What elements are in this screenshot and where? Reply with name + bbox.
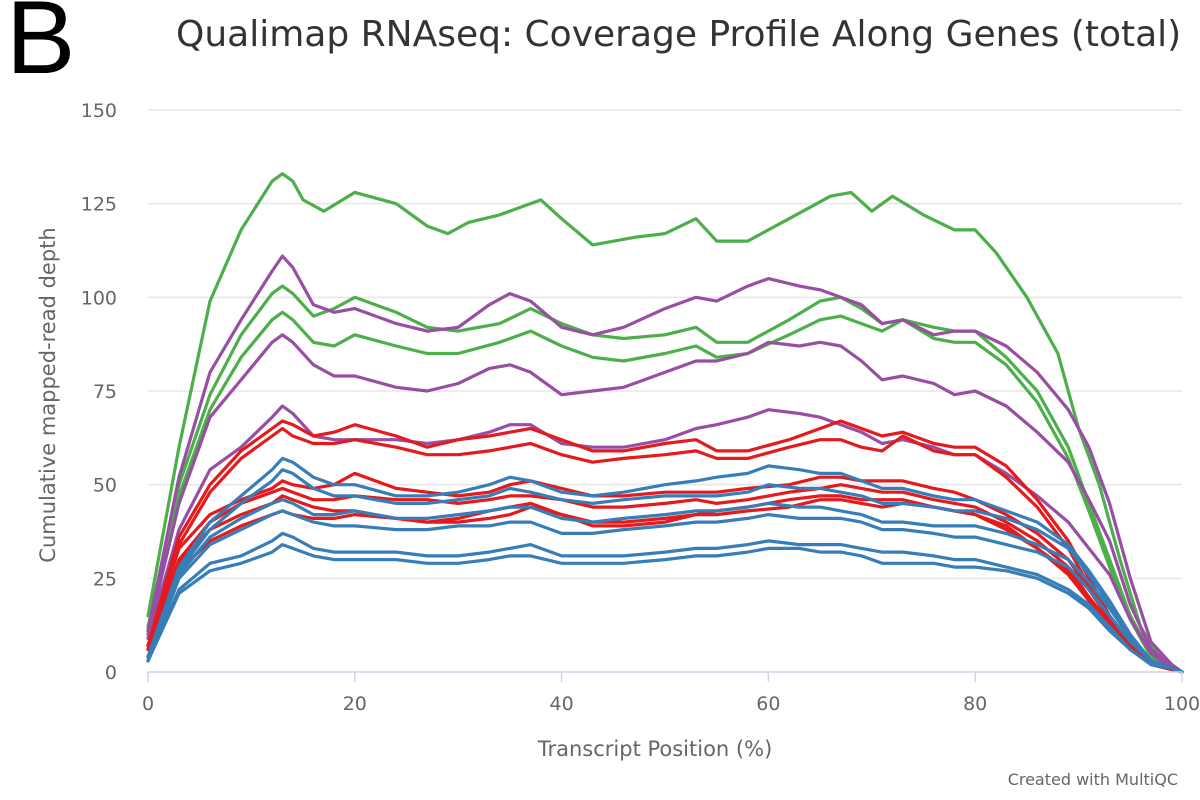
series-lines bbox=[146, 172, 1184, 674]
x-tick-label: 80 bbox=[963, 693, 987, 715]
series-line-2[interactable] bbox=[146, 284, 1184, 674]
y-tick-label: 100 bbox=[81, 287, 117, 309]
x-tick-label: 0 bbox=[142, 693, 154, 715]
y-tick-label: 75 bbox=[93, 381, 117, 403]
y-tick-label: 125 bbox=[81, 194, 117, 216]
chart-title: Qualimap RNAseq: Coverage Profile Along … bbox=[176, 14, 1182, 55]
series-line-10[interactable] bbox=[146, 483, 1184, 674]
series-line-13[interactable] bbox=[146, 456, 1184, 674]
panel-letter: B bbox=[6, 0, 76, 96]
x-tick-label: 60 bbox=[756, 693, 780, 715]
series-line-16[interactable] bbox=[146, 509, 1184, 674]
series-line-17[interactable] bbox=[146, 531, 1184, 674]
series-line-8[interactable] bbox=[146, 426, 1184, 674]
x-tick-label: 20 bbox=[343, 693, 367, 715]
y-tick-label: 150 bbox=[81, 100, 117, 122]
series-line-14[interactable] bbox=[146, 468, 1184, 674]
series-line-5[interactable] bbox=[146, 333, 1184, 674]
y-axis-title: Cumulative mapped-read depth bbox=[36, 227, 60, 562]
series-line-3[interactable] bbox=[146, 310, 1184, 674]
x-tick-label: 40 bbox=[550, 693, 574, 715]
x-axis-title: Transcript Position (%) bbox=[537, 737, 773, 761]
series-line-6[interactable] bbox=[146, 404, 1184, 674]
y-tick-label: 50 bbox=[93, 475, 117, 497]
series-line-7[interactable] bbox=[146, 419, 1184, 674]
series-line-1[interactable] bbox=[146, 172, 1184, 674]
x-tick-label: 100 bbox=[1164, 693, 1200, 715]
axes: 0 25 50 75 100 125 150 0 20 40 60 80 100 bbox=[81, 100, 1200, 715]
y-tick-label: 0 bbox=[105, 662, 117, 684]
y-tick-label: 25 bbox=[93, 568, 117, 590]
multiqc-credit[interactable]: Created with MultiQC bbox=[1007, 770, 1178, 789]
series-line-12[interactable] bbox=[146, 494, 1184, 674]
series-line-18[interactable] bbox=[146, 543, 1184, 674]
grid-lines bbox=[148, 109, 1182, 580]
series-line-4[interactable] bbox=[146, 254, 1184, 674]
series-line-15[interactable] bbox=[146, 498, 1184, 674]
